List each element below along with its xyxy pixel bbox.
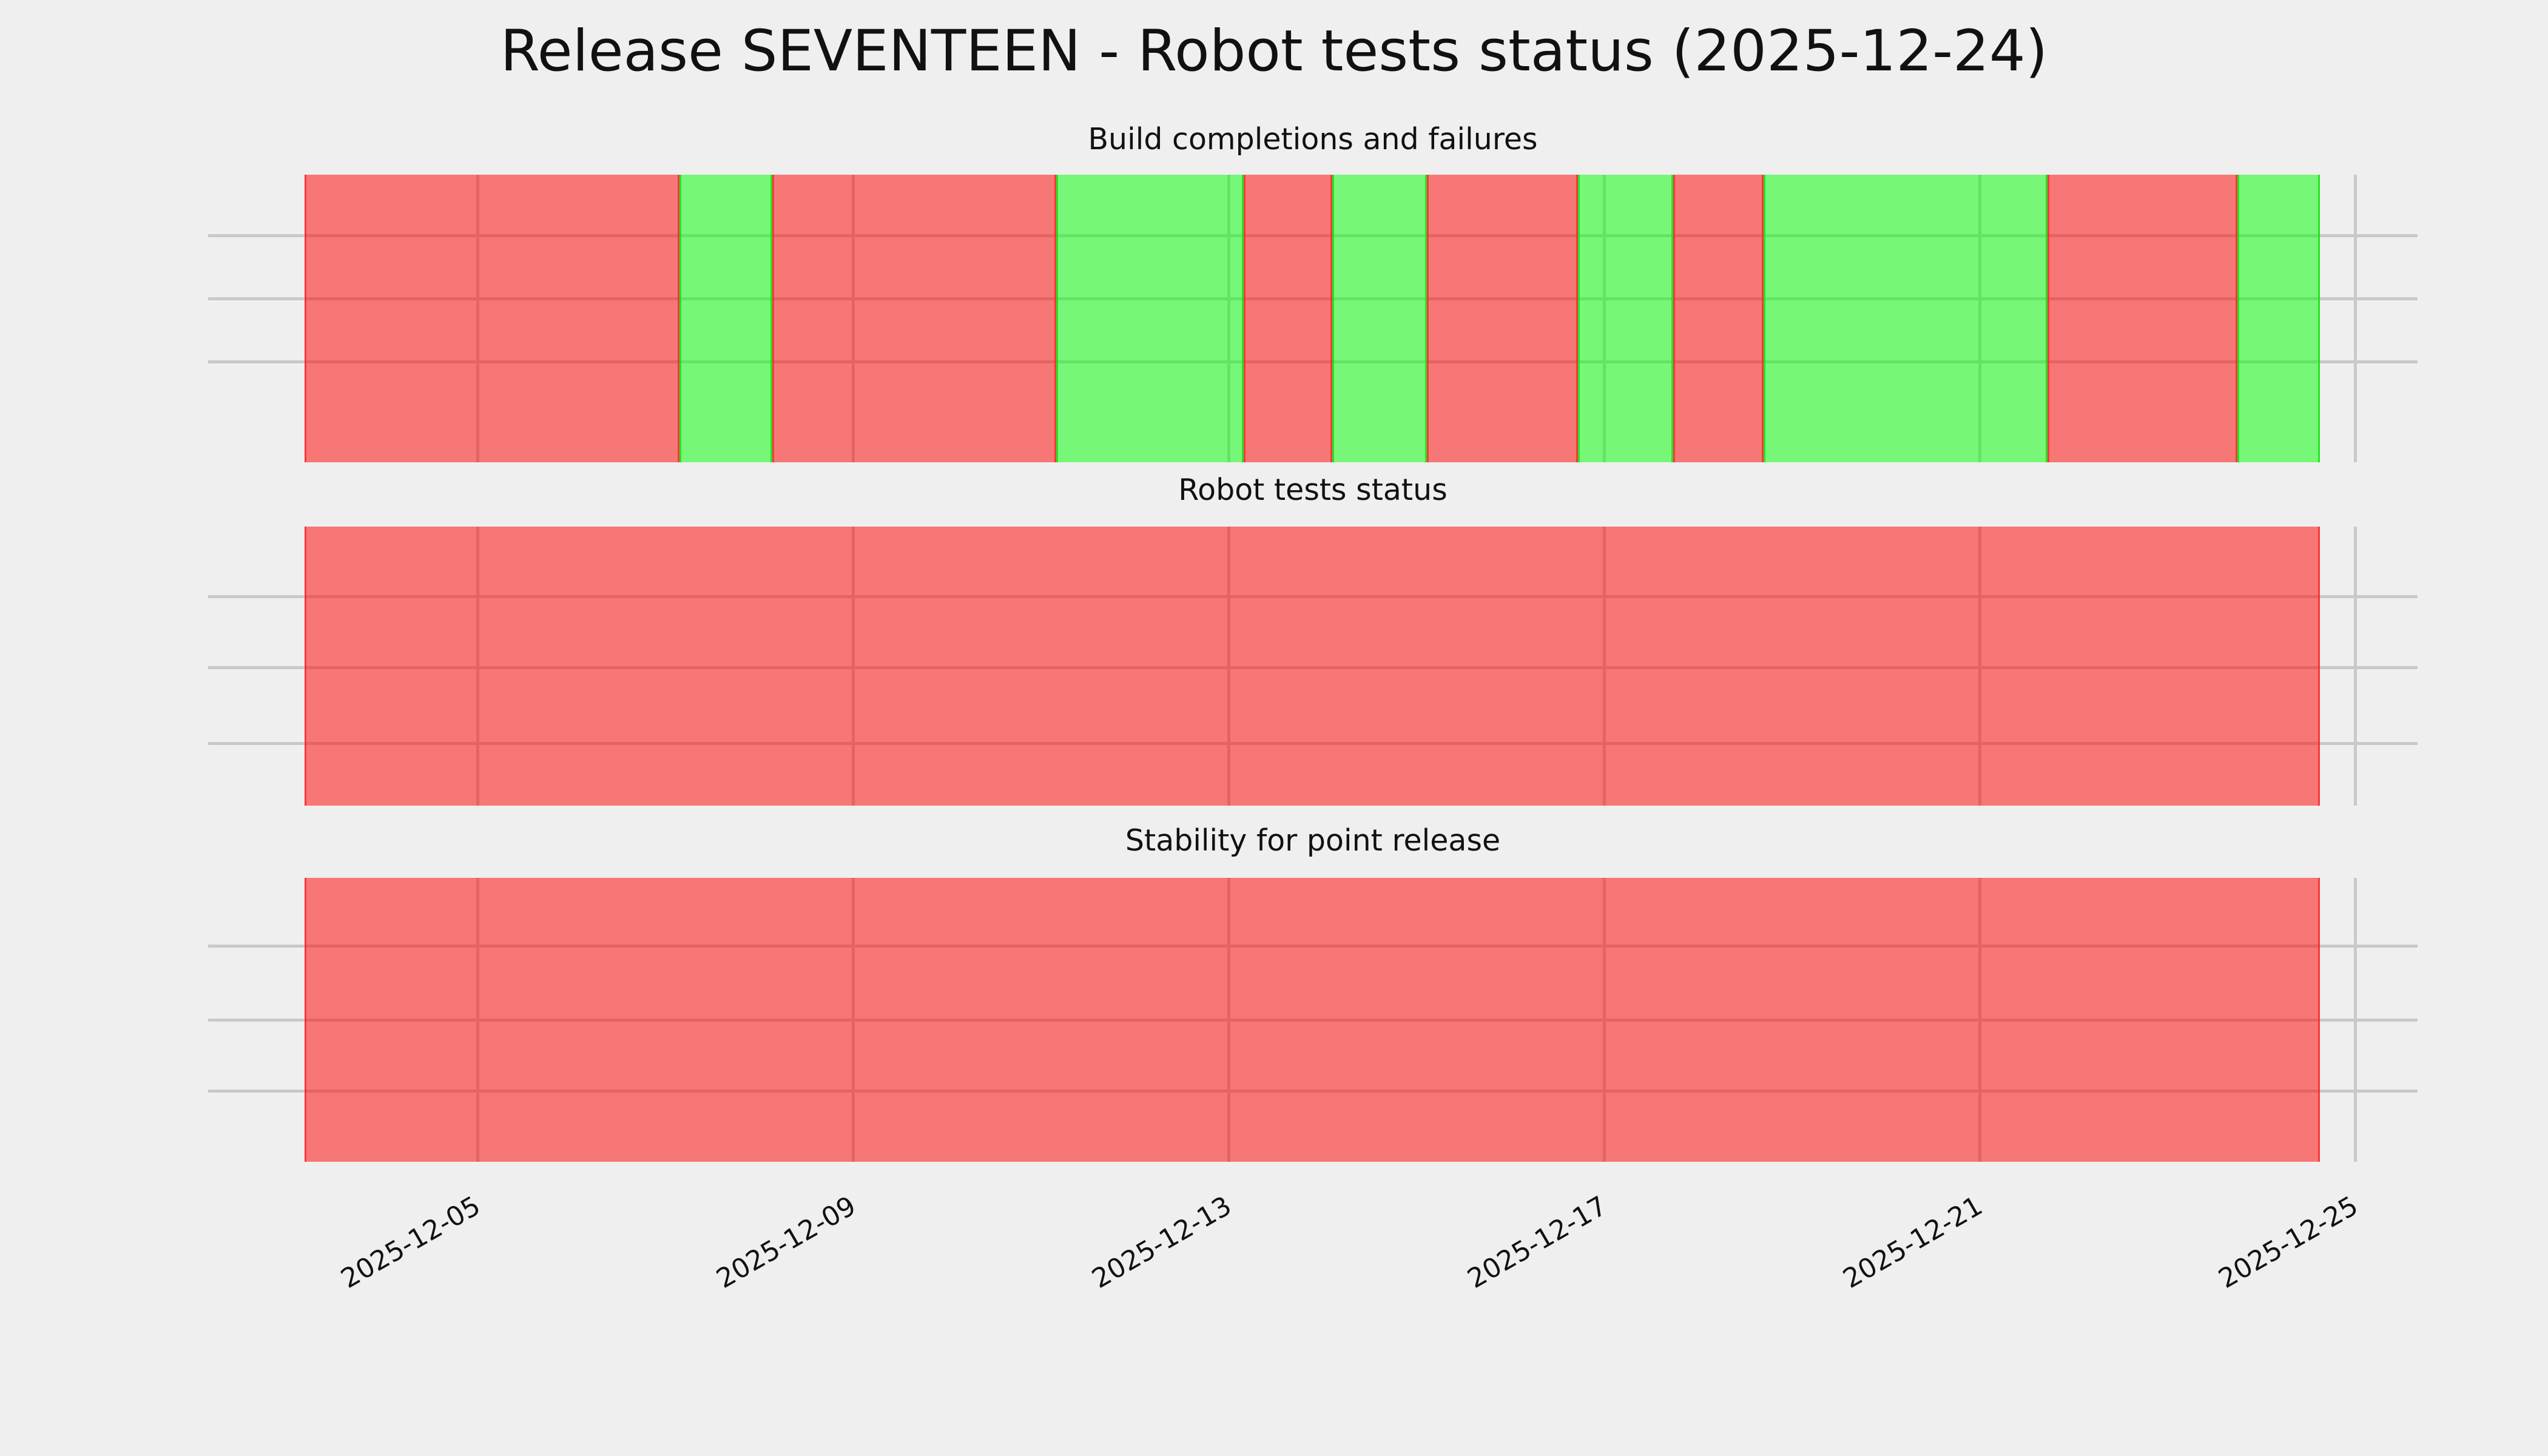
- x-tick-label: 2025-12-09: [711, 1190, 861, 1295]
- figure-title: Release SEVENTEEN - Robot tests status (…: [500, 18, 2048, 84]
- status-segment-pass: [2237, 175, 2320, 462]
- status-segment-fail: [1427, 175, 1579, 462]
- subplot-title-build-completions: Build completions and failures: [1088, 122, 1538, 157]
- status-segment-pass: [1332, 175, 1427, 462]
- axes-robot-tests: [208, 527, 2418, 806]
- x-tick-label: 2025-12-13: [1087, 1190, 1237, 1295]
- status-segment-pass: [1578, 175, 1673, 462]
- status-segment-pass: [1764, 175, 2048, 462]
- status-segment-fail: [305, 527, 2320, 806]
- status-segment-pass: [1056, 175, 1244, 462]
- x-tick-label: 2025-12-21: [1838, 1190, 1988, 1295]
- status-segment-fail: [1673, 175, 1764, 462]
- axes-stability: [208, 878, 2418, 1162]
- x-tick-label: 2025-12-05: [335, 1190, 486, 1295]
- status-segment-fail: [2048, 175, 2237, 462]
- subplot-title-robot-tests: Robot tests status: [1178, 473, 1448, 507]
- status-segment-pass: [679, 175, 772, 462]
- status-timeline-bar: [305, 527, 2320, 806]
- gridline-vertical: [2354, 175, 2357, 462]
- status-timeline-bar: [305, 878, 2320, 1162]
- subplot-title-stability: Stability for point release: [1125, 823, 1501, 858]
- gridline-vertical: [2354, 878, 2357, 1162]
- status-segment-fail: [305, 175, 679, 462]
- status-segment-fail: [772, 175, 1057, 462]
- x-tick-label: 2025-12-17: [1462, 1190, 1613, 1295]
- gridline-vertical: [2354, 527, 2357, 806]
- x-tick-label: 2025-12-25: [2213, 1190, 2364, 1295]
- status-segment-fail: [305, 878, 2320, 1162]
- status-timeline-bar: [305, 175, 2320, 462]
- status-segment-fail: [1244, 175, 1333, 462]
- axes-build-completions: [208, 175, 2418, 462]
